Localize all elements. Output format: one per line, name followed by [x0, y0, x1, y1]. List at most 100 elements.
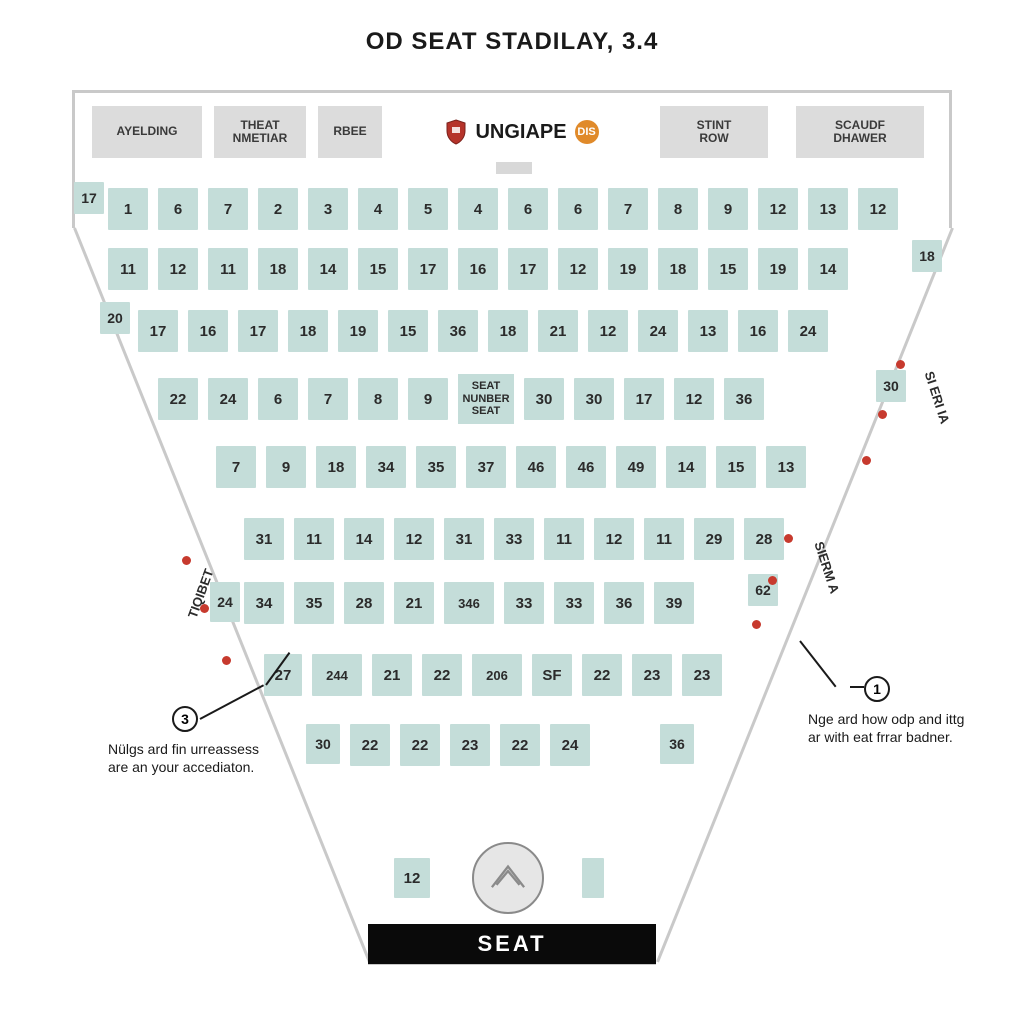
- seat[interactable]: 23: [450, 724, 490, 766]
- seat[interactable]: 12: [594, 518, 634, 560]
- seat[interactable]: 12: [758, 188, 798, 230]
- seat[interactable]: 12: [158, 248, 198, 290]
- seat[interactable]: 30: [306, 724, 340, 764]
- seat[interactable]: 14: [808, 248, 848, 290]
- seat[interactable]: 11: [294, 518, 334, 560]
- seat[interactable]: 12: [674, 378, 714, 420]
- seat[interactable]: 20: [100, 302, 130, 334]
- seat[interactable]: 7: [216, 446, 256, 488]
- seat[interactable]: 14: [308, 248, 348, 290]
- seat[interactable]: 346: [444, 582, 494, 624]
- seat[interactable]: 18: [488, 310, 528, 352]
- seat[interactable]: 24: [208, 378, 248, 420]
- seat[interactable]: 39: [654, 582, 694, 624]
- seat[interactable]: SF: [532, 654, 572, 696]
- seat[interactable]: 17: [624, 378, 664, 420]
- seat[interactable]: 5: [408, 188, 448, 230]
- seat[interactable]: 6: [558, 188, 598, 230]
- seat[interactable]: 21: [394, 582, 434, 624]
- seat[interactable]: 21: [538, 310, 578, 352]
- seat[interactable]: 13: [688, 310, 728, 352]
- seat[interactable]: 28: [344, 582, 384, 624]
- seat[interactable]: 46: [566, 446, 606, 488]
- seat[interactable]: 22: [158, 378, 198, 420]
- seat[interactable]: 9: [266, 446, 306, 488]
- seat[interactable]: 22: [582, 654, 622, 696]
- seat[interactable]: 36: [438, 310, 478, 352]
- seat[interactable]: 2: [258, 188, 298, 230]
- seat[interactable]: 33: [504, 582, 544, 624]
- seat[interactable]: 24: [210, 582, 240, 622]
- seat[interactable]: 17: [138, 310, 178, 352]
- seat[interactable]: 19: [338, 310, 378, 352]
- seat[interactable]: 13: [808, 188, 848, 230]
- seat[interactable]: 19: [758, 248, 798, 290]
- seat[interactable]: 18: [658, 248, 698, 290]
- seat[interactable]: 28: [744, 518, 784, 560]
- seat[interactable]: 7: [308, 378, 348, 420]
- seat[interactable]: 34: [366, 446, 406, 488]
- seat[interactable]: 18: [258, 248, 298, 290]
- seat[interactable]: 22: [422, 654, 462, 696]
- seat[interactable]: 22: [400, 724, 440, 766]
- seat[interactable]: 14: [666, 446, 706, 488]
- seat[interactable]: 17: [408, 248, 448, 290]
- seat[interactable]: 22: [350, 724, 390, 766]
- seat[interactable]: 17: [238, 310, 278, 352]
- seat[interactable]: 6: [258, 378, 298, 420]
- seat[interactable]: 8: [358, 378, 398, 420]
- seat[interactable]: 49: [616, 446, 656, 488]
- seat[interactable]: 9: [708, 188, 748, 230]
- seat[interactable]: 18: [912, 240, 942, 272]
- seat[interactable]: 35: [416, 446, 456, 488]
- seat[interactable]: 22: [500, 724, 540, 766]
- seat[interactable]: 31: [444, 518, 484, 560]
- seat[interactable]: 36: [660, 724, 694, 764]
- seat[interactable]: 6: [158, 188, 198, 230]
- seat[interactable]: 33: [494, 518, 534, 560]
- seat[interactable]: 37: [466, 446, 506, 488]
- seat[interactable]: 13: [766, 446, 806, 488]
- seat[interactable]: 12: [394, 518, 434, 560]
- seat[interactable]: 15: [708, 248, 748, 290]
- seat[interactable]: 17: [74, 182, 104, 214]
- seat[interactable]: 30: [574, 378, 614, 420]
- seat[interactable]: 24: [550, 724, 590, 766]
- seat[interactable]: 12: [858, 188, 898, 230]
- seat[interactable]: 11: [644, 518, 684, 560]
- seat[interactable]: 12: [558, 248, 598, 290]
- seat[interactable]: 35: [294, 582, 334, 624]
- seat[interactable]: 11: [108, 248, 148, 290]
- seat[interactable]: 11: [544, 518, 584, 560]
- seat[interactable]: 24: [638, 310, 678, 352]
- seat[interactable]: 18: [316, 446, 356, 488]
- seat[interactable]: 19: [608, 248, 648, 290]
- seat[interactable]: 9: [408, 378, 448, 420]
- seat[interactable]: 24: [788, 310, 828, 352]
- seat[interactable]: 36: [724, 378, 764, 420]
- seat[interactable]: 14: [344, 518, 384, 560]
- seat[interactable]: 21: [372, 654, 412, 696]
- seat[interactable]: 7: [208, 188, 248, 230]
- seat[interactable]: 4: [458, 188, 498, 230]
- seat[interactable]: 11: [208, 248, 248, 290]
- seat[interactable]: 31: [244, 518, 284, 560]
- seat[interactable]: 23: [632, 654, 672, 696]
- seat[interactable]: 7: [608, 188, 648, 230]
- seat[interactable]: 244: [312, 654, 362, 696]
- seat[interactable]: 16: [738, 310, 778, 352]
- seat[interactable]: 23: [682, 654, 722, 696]
- seat[interactable]: 46: [516, 446, 556, 488]
- seat[interactable]: 33: [554, 582, 594, 624]
- seat[interactable]: 12: [394, 858, 430, 898]
- seat[interactable]: 15: [358, 248, 398, 290]
- seat[interactable]: 15: [716, 446, 756, 488]
- seat[interactable]: 3: [308, 188, 348, 230]
- seat[interactable]: [582, 858, 604, 898]
- seat[interactable]: 16: [188, 310, 228, 352]
- seat[interactable]: 29: [694, 518, 734, 560]
- seat[interactable]: 18: [288, 310, 328, 352]
- seat[interactable]: 206: [472, 654, 522, 696]
- seat[interactable]: 16: [458, 248, 498, 290]
- seat[interactable]: 30: [876, 370, 906, 402]
